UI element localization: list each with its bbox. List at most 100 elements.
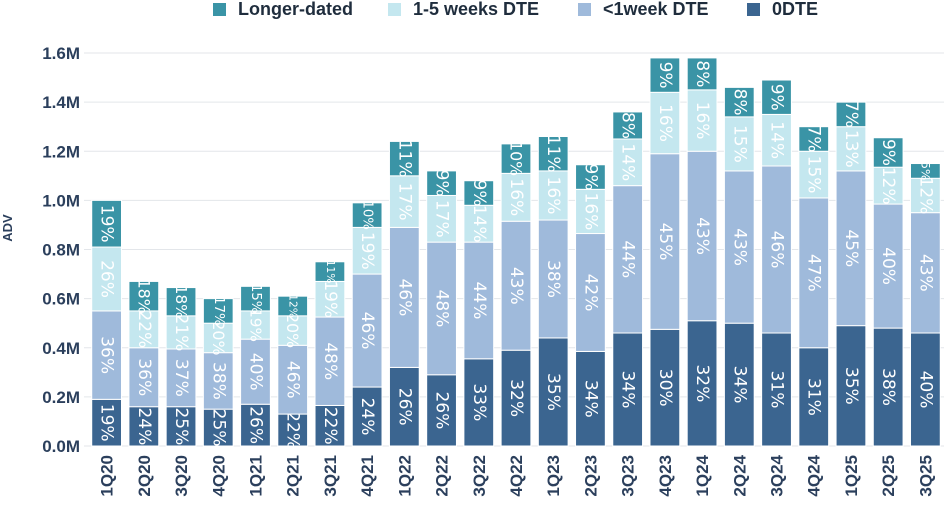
legend-label: 1-5 weeks DTE [413,0,539,19]
bar-value-label: 38% [208,362,228,400]
bar-group: 32% 43% 16% 8% [686,57,718,447]
bar-value-label: 24% [134,407,154,445]
bar-value-label: 31% [767,371,787,409]
y-tick-label: 1.6M [42,44,80,63]
bar-value-label: 15% [248,284,263,313]
bar-segment [240,403,271,447]
bar-value-label: 8% [692,60,712,87]
bar-group: 31% 46% 14% 9% [761,79,792,447]
x-tick-label: 1Q20 [98,455,117,497]
bar-value-label: 34% [618,371,638,409]
bar-segment [872,203,904,329]
x-tick-label: 4Q23 [656,455,675,497]
bar-value-label: 46% [767,231,787,269]
legend-label: Longer-dated [238,0,353,19]
bar-segment [240,310,271,340]
bar-segment [351,202,383,228]
bar-value-label: 9% [878,139,898,166]
bar-value-label: 14% [767,121,787,159]
bar-value-label: 46% [283,361,303,399]
bar-value-label: 43% [506,267,526,305]
bar-segment [91,199,122,248]
legend-swatch [578,3,591,16]
x-tick-label: 2Q21 [284,455,303,497]
bar-value-label: 32% [506,379,526,417]
bar-segment [314,404,346,447]
bar-segment [575,164,606,190]
bar-value-label: 30% [655,369,675,407]
bar-segment [388,140,420,177]
bar-segment [872,137,904,168]
bar-segment [910,212,941,334]
x-tick-label: 3Q22 [470,455,489,497]
bar-group: 26% 48% 17% 9% [426,170,457,447]
bar-group: 30% 45% 16% 9% [649,57,681,447]
bar-value-label: 8% [618,112,638,139]
bar-segment [165,348,197,408]
bar-value-label: 15% [804,156,824,194]
bar-group: 40% 43% 12%5% [910,161,941,447]
bar-value-label: 7% [804,125,824,152]
bar-value-label: 9% [655,62,675,89]
x-tick-label: 2Q24 [730,454,749,496]
bar-value-label: 38% [543,260,563,298]
bar-value-label: 9% [580,164,600,191]
bar-segment [872,166,904,205]
bar-group: 33% 44% 14%9% [463,180,495,447]
bar-value-label: 34% [580,380,600,418]
bar-segment [537,136,569,172]
bar-value-label: 7% [841,101,861,128]
bar-value-label: 19% [320,280,340,318]
bar-segment [128,280,160,312]
bar-value-label: 46% [394,278,414,316]
bar-group: 19% 36% 26% 19% [91,199,122,447]
bar-group: 31% 47% 15% 7% [798,125,830,447]
bar-group: 38% 40% 12%9% [872,137,904,447]
bar-value-label: 40% [245,353,265,391]
bar-segment [612,138,644,187]
bar-segment [686,89,718,152]
bar-value-label: 9% [432,170,452,197]
bar-group: 22% 48% 19%11% [314,260,346,447]
bar-segment [612,111,644,140]
bar-value-label: 15% [729,125,749,163]
bar-segment [500,220,532,351]
bar-value-label: 40% [915,371,935,409]
bar-value-label: 44% [618,240,638,278]
bar-segment [165,287,197,317]
bar-segment [128,347,160,408]
bar-value-label: 42% [580,274,600,312]
bar-group: 24% 46% 19% 10% [351,200,383,447]
bar-value-label: 18% [172,285,190,319]
x-tick-label: 1Q25 [842,455,861,497]
bar-value-label: 12% [287,294,299,318]
x-tick-label: 4Q22 [507,455,526,497]
bar-value-label: 12% [915,177,935,215]
bar-segment [612,185,644,334]
bar-segment [686,320,718,447]
bar-segment [240,338,271,405]
y-tick-label: 0.8M [42,241,80,260]
bar-group: 34% 42% 16%9% [575,164,606,447]
bar-value-label: 16% [692,102,712,140]
bar-segment [500,172,532,222]
x-tick-label: 3Q20 [172,455,191,497]
bar-group: 35% 38% 16% 11% [537,135,569,447]
x-tick-label: 1Q21 [246,455,265,497]
bar-value-label: 22% [320,407,340,445]
bar-segment [723,116,755,172]
y-tick-label: 0.4M [42,339,80,358]
bar-segment [723,86,755,118]
bar-group: 25% 37% 21%18% [165,285,197,447]
bar-value-label: 19% [97,404,117,442]
bar-value-label: 9% [767,84,787,111]
bar-value-label: 17% [211,296,226,325]
bar-group: 26% 46% 17% 11% [388,140,420,447]
bar-value-label: 40% [878,247,898,285]
x-tick-label: 4Q21 [358,455,377,497]
bar-value-label: 19% [246,308,264,342]
bar-segment [910,163,941,179]
bar-segment [388,175,420,228]
bar-segment [388,226,420,368]
